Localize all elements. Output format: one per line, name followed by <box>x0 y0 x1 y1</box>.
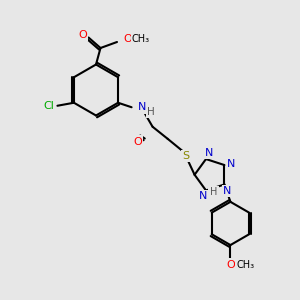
Text: N: N <box>205 148 213 158</box>
Text: H: H <box>210 187 217 197</box>
Text: O: O <box>226 260 235 269</box>
Text: O: O <box>78 29 87 40</box>
Text: H: H <box>147 107 155 117</box>
Text: CH₃: CH₃ <box>236 260 254 269</box>
Text: N: N <box>227 159 235 169</box>
Text: S: S <box>182 151 189 161</box>
Text: Cl: Cl <box>43 101 54 111</box>
Text: O: O <box>133 137 142 147</box>
Text: O: O <box>123 34 132 44</box>
Text: CH₃: CH₃ <box>132 34 150 44</box>
Text: N: N <box>199 191 207 201</box>
Text: N: N <box>138 102 146 112</box>
Text: N: N <box>223 186 232 196</box>
